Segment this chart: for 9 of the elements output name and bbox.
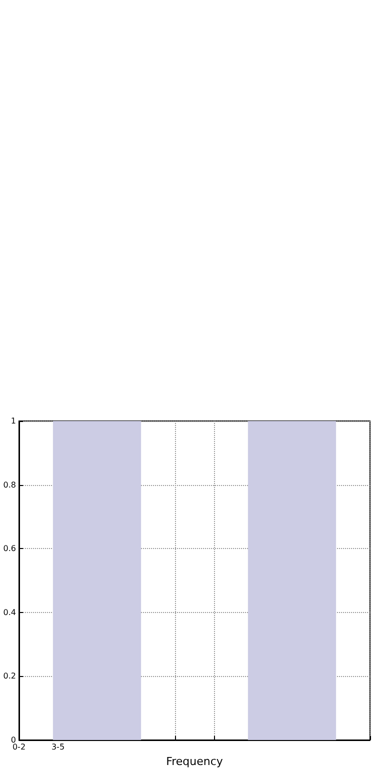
x-axis-title: Frequency (166, 755, 224, 768)
y-tick-label: 0.4 (3, 608, 16, 617)
y-tick-label: 0 (10, 736, 16, 744)
y-tick-label: 0.2 (3, 672, 16, 681)
y-tick-label: 0.8 (3, 480, 16, 490)
y-tick-label: 1 (10, 416, 16, 426)
y-tick-label: 0.6 (3, 544, 16, 554)
x-tick-label: 3-5 (51, 742, 65, 752)
x-tick-label: 0-2 (12, 742, 26, 752)
